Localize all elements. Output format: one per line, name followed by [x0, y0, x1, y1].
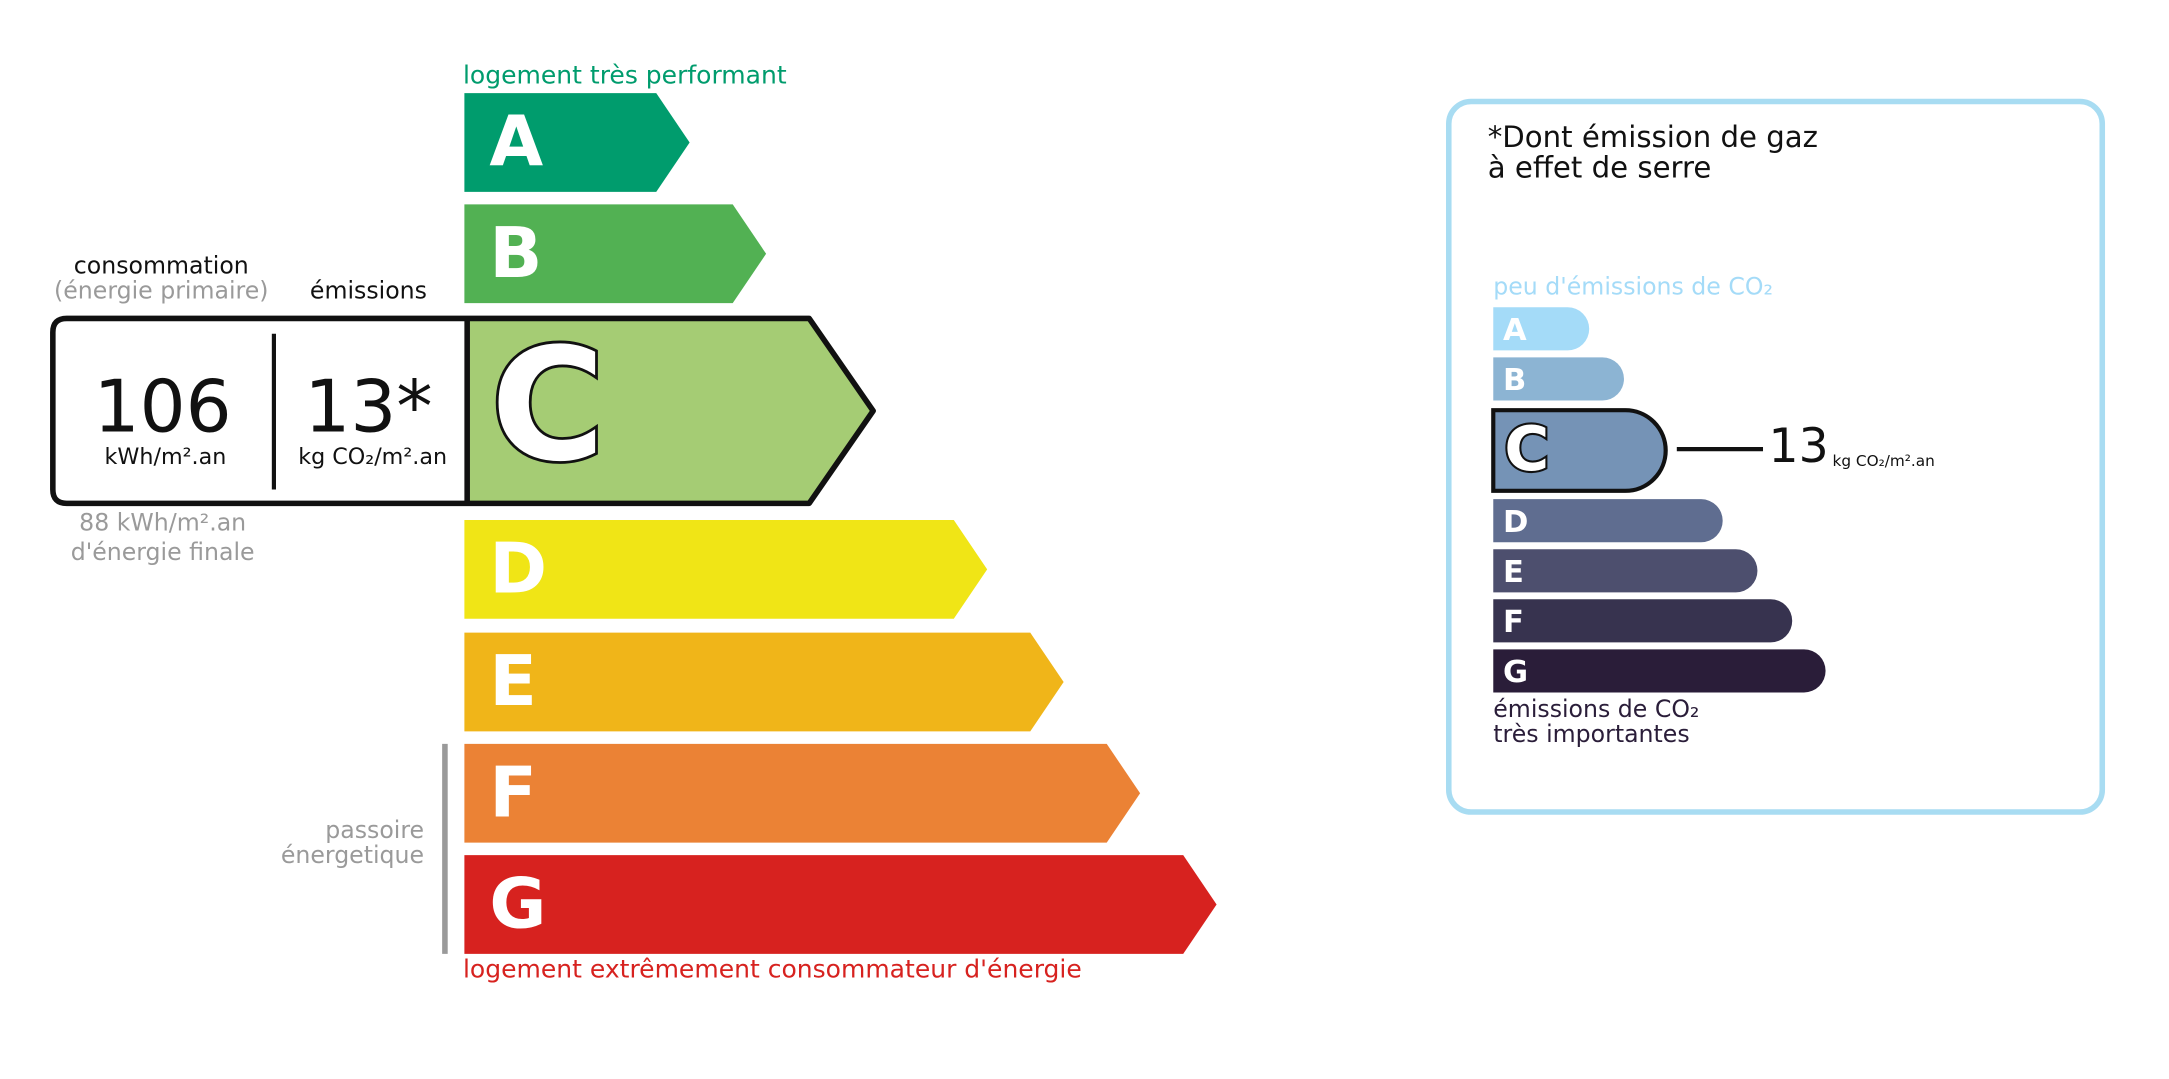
ghg-bar-current — [1491, 408, 1668, 493]
energy-class-letter: E — [489, 641, 536, 722]
ghg-title: *Dont émission de gaz — [1488, 120, 1818, 154]
emissions-unit: kg CO₂/m².an — [298, 444, 447, 470]
energy-bar — [464, 855, 1217, 954]
bottom-label: logement extrêmement consommateur d'éner… — [463, 955, 1082, 984]
energy-class-letter: C — [491, 314, 605, 496]
ghg-bar — [1493, 549, 1758, 593]
energy-class-letter: B — [489, 213, 542, 294]
final-energy-label: d'énergie finale — [71, 538, 255, 566]
ghg-bar — [1493, 357, 1624, 401]
consumption-heading: consommation — [74, 251, 249, 279]
poor-label: énergetique — [281, 841, 424, 869]
energy-bar — [464, 743, 1141, 843]
poor-label: passoire — [325, 816, 424, 844]
ghg-class-letter: F — [1503, 605, 1524, 640]
ghg-class-letter: D — [1503, 505, 1528, 540]
consumption-subheading: (énergie primaire) — [54, 276, 268, 304]
energy-class-letter: G — [489, 864, 546, 945]
ghg-class-letter: G — [1503, 655, 1528, 690]
ghg-bottom-label: émissions de CO₂ — [1493, 695, 1699, 723]
ghg-class-letter: A — [1503, 313, 1527, 348]
ghg-class-letter: C — [1504, 414, 1549, 485]
energy-bar — [464, 204, 767, 304]
top-label: logement très performant — [463, 60, 787, 89]
energy-bar — [464, 520, 988, 619]
ghg-class-letter: B — [1503, 363, 1526, 398]
ghg-class-letter: E — [1503, 555, 1524, 590]
ghg-unit: kg CO₂/m².an — [1833, 452, 1935, 470]
ghg-bar — [1493, 599, 1793, 643]
energy-class-letter: F — [489, 752, 536, 833]
ghg-bar — [1493, 499, 1723, 543]
consumption-value: 106 — [94, 366, 232, 450]
ghg-title: à effet de serre — [1488, 151, 1712, 185]
consumption-unit: kWh/m².an — [105, 444, 227, 470]
emissions-heading: émissions — [310, 276, 427, 304]
energy-bar — [464, 632, 1064, 732]
energy-bar — [464, 93, 690, 192]
energy-class-letter: A — [489, 102, 543, 183]
ghg-bar — [1493, 307, 1590, 351]
ghg-top-label: peu d'émissions de CO₂ — [1493, 272, 1773, 300]
ghg-bottom-label: très importantes — [1493, 720, 1689, 748]
ghg-bar — [1493, 649, 1826, 693]
emissions-value: 13* — [304, 366, 432, 450]
final-energy: 88 kWh/m².an — [79, 509, 246, 537]
ghg-value: 13 — [1769, 419, 1829, 474]
energy-bar-current — [467, 318, 874, 504]
energy-class-letter: D — [489, 529, 547, 610]
current-frame — [50, 315, 876, 507]
